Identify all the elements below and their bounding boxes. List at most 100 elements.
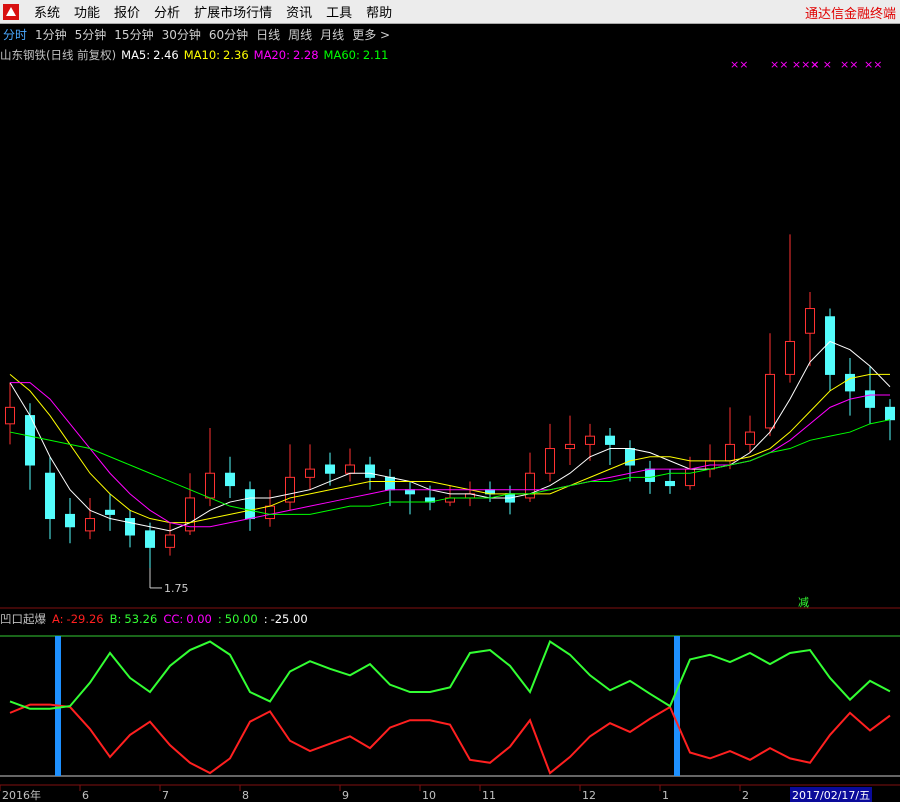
marker: ×× ××× <box>770 58 820 71</box>
legend-value: 53.26 <box>124 612 158 626</box>
cursor-date-bg <box>790 787 872 802</box>
candle-body <box>145 530 155 548</box>
price-legend: 山东钢铁(日线 前复权) MA5: 2.46 MA10: 2.36 MA20: 2.28 MA… <box>0 47 388 63</box>
candle-body <box>865 390 875 408</box>
x-tick-label: 9 <box>342 789 349 802</box>
period-tab[interactable]: 周线 <box>288 27 313 42</box>
x-tick-label: 2016年 <box>2 788 41 802</box>
period-tab[interactable]: 日线 <box>256 27 281 42</box>
candle-body <box>105 509 115 515</box>
indicator-title: 凹口起爆 <box>0 612 46 626</box>
chart-title: 山东钢铁(日线 前复权) <box>0 48 117 62</box>
candle-body <box>345 464 355 474</box>
legend-name: A: <box>52 612 64 626</box>
candle-body <box>205 472 215 499</box>
period-tab[interactable]: 5分钟 <box>74 27 107 42</box>
candle-body <box>825 316 835 375</box>
period-tab[interactable]: 30分钟 <box>161 27 201 42</box>
legend-name: MA10: <box>183 48 221 62</box>
legend-value: 2.46 <box>153 48 179 62</box>
low-label: 1.75 <box>164 582 189 595</box>
candle-body <box>845 373 855 392</box>
period-tab[interactable]: 分时 <box>3 27 28 42</box>
x-tick-label: 7 <box>162 789 169 802</box>
candle-body <box>85 518 95 532</box>
series-line <box>9 640 891 710</box>
series-line <box>9 703 891 775</box>
period-tab[interactable]: 15分钟 <box>114 27 154 42</box>
candle-body <box>285 476 295 503</box>
legend-name: MA60: <box>323 48 360 62</box>
candle-body <box>645 468 655 482</box>
candle-body <box>565 443 575 450</box>
candle-body <box>805 308 815 334</box>
x-tick-label: 6 <box>82 789 89 802</box>
candle-body <box>185 497 195 532</box>
candle-body <box>525 472 535 499</box>
menu-bar: 系统 功能 报价 分析 扩展市场行情 资讯 工具 帮助 <box>0 0 900 24</box>
candle-body <box>585 435 595 445</box>
candle-body <box>45 472 55 520</box>
candle-body <box>405 489 415 495</box>
candle-body <box>605 435 615 445</box>
menu-item[interactable]: 系统 <box>34 6 61 21</box>
candle-body <box>745 431 755 445</box>
ref-value: 0.00 <box>186 612 212 626</box>
indicator-legend: 凹口起爆 A: -29.26 B: 53.26 CC: 0.00:50.00: -25.00 <box>0 611 308 627</box>
candle-body <box>385 476 395 491</box>
candle-body <box>265 505 275 520</box>
candle-body <box>165 534 175 548</box>
legend-value: -29.26 <box>66 612 104 626</box>
series-line <box>9 340 891 532</box>
signal-bar <box>674 636 680 776</box>
app-icon <box>3 3 19 20</box>
menu-item[interactable]: 分析 <box>154 6 181 21</box>
ref-name: : <box>217 612 222 626</box>
candle-body <box>305 468 315 478</box>
candle-body <box>245 489 255 520</box>
candle-body <box>365 464 375 478</box>
legend-value: 2.36 <box>223 48 249 62</box>
marker: × × <box>810 58 832 71</box>
legend-name: MA5: <box>121 48 151 62</box>
menu-item[interactable]: 报价 <box>114 6 141 21</box>
ref-value: 50.00 <box>224 612 258 626</box>
candle-body <box>225 472 235 487</box>
menu-item[interactable]: 功能 <box>74 6 101 21</box>
legend-name: B: <box>109 612 122 626</box>
legend-value: 2.28 <box>292 48 319 62</box>
candle-body <box>125 518 135 536</box>
legend-value: 2.11 <box>362 48 389 62</box>
marker: ×× <box>864 58 882 71</box>
marker: ×× <box>840 58 858 71</box>
annotation: 减 <box>798 596 809 609</box>
legend-name: MA20: <box>253 48 290 62</box>
candle-body <box>65 513 75 528</box>
ref-value: -25.00 <box>270 612 308 626</box>
menu-item[interactable]: 扩展市场行情 <box>194 6 273 21</box>
menu-item[interactable]: 资讯 <box>286 6 313 21</box>
x-tick-label: 8 <box>242 789 249 802</box>
series-line <box>9 419 891 515</box>
x-tick-label: 11 <box>482 789 496 802</box>
x-tick-label: 2 <box>742 789 749 802</box>
menu-item[interactable]: 帮助 <box>366 6 393 21</box>
candle-body <box>785 340 795 375</box>
candle-body <box>5 406 15 425</box>
ref-name: : <box>263 612 268 626</box>
candle-body <box>685 468 695 487</box>
cursor-date: 2017/02/17/五 <box>792 789 870 802</box>
period-tab[interactable]: 1分钟 <box>35 27 67 42</box>
menu-item[interactable]: 工具 <box>326 6 353 21</box>
candle-body <box>545 448 555 474</box>
marker: ×× <box>730 58 748 71</box>
period-tab[interactable]: 更多 > <box>352 27 391 42</box>
period-tab[interactable]: 月线 <box>320 27 345 42</box>
brand: 通达信金融终端 <box>804 7 896 22</box>
candle-body <box>725 443 735 462</box>
series-line <box>9 373 890 524</box>
period-tabs: 分时 1分钟 5分钟 15分钟 30分钟 60分钟 日线 周线 月线 更多 > <box>0 24 900 44</box>
candle-body <box>325 464 335 474</box>
period-tab[interactable]: 60分钟 <box>208 27 249 42</box>
